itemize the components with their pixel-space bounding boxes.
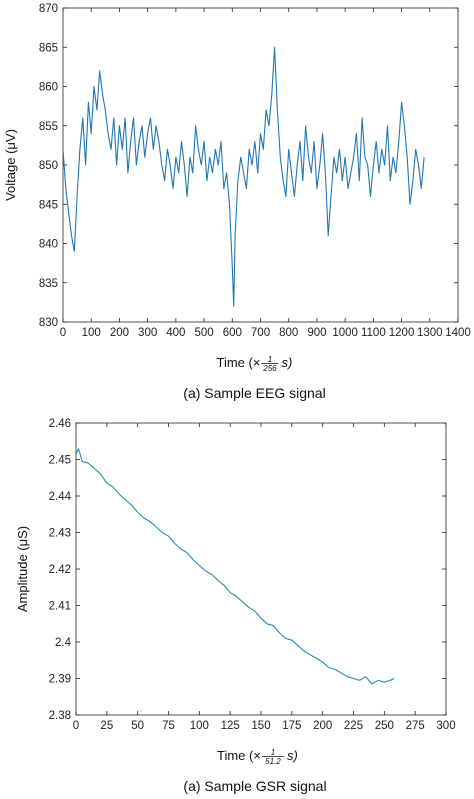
y-tick-label: 840 xyxy=(39,239,58,251)
x-axis-label-prefix: Time (× xyxy=(217,748,261,763)
x-tick-label: 225 xyxy=(344,720,363,732)
x-tick-label: 175 xyxy=(282,720,301,732)
y-tick-label: 2.45 xyxy=(49,455,71,467)
x-tick-label: 125 xyxy=(221,720,240,732)
x-tick-label: 275 xyxy=(406,720,425,732)
x-tick-label: 1100 xyxy=(361,327,386,339)
y-tick-label: 845 xyxy=(39,199,58,211)
x-tick-label: 75 xyxy=(162,720,175,732)
plot-area xyxy=(75,422,447,716)
x-tick-label: 0 xyxy=(73,720,79,732)
y-tick-label: 2.44 xyxy=(49,491,72,503)
y-tick-label: 2.41 xyxy=(49,601,71,613)
y-tick-label: 2.39 xyxy=(49,674,71,686)
x-tick-label: 800 xyxy=(279,327,298,339)
x-tick-label: 200 xyxy=(313,720,332,732)
y-tick-label: 870 xyxy=(39,3,58,15)
x-tick-label: 600 xyxy=(223,327,242,339)
x-axis-label-suffix: s) xyxy=(287,748,298,763)
x-tick-label: 1200 xyxy=(389,327,415,339)
x-axis-label-numerator: 1 xyxy=(271,748,275,757)
x-tick-label: 300 xyxy=(436,720,455,732)
y-tick-label: 830 xyxy=(39,317,58,329)
x-tick-label: 25 xyxy=(100,720,113,732)
x-tick-label: 500 xyxy=(194,327,213,339)
y-tick-label: 2.42 xyxy=(49,564,71,576)
series-line xyxy=(75,448,395,685)
x-axis-label-prefix: Time (× xyxy=(217,355,261,370)
x-tick-label: 700 xyxy=(251,327,270,339)
x-tick-label: 1400 xyxy=(445,327,471,339)
x-axis-label-denominator: 51.2 xyxy=(265,757,281,766)
chart-2: 0 25 50 75 100 125 150 175 200 225 250 275 300 2.38 2.… xyxy=(15,418,456,794)
x-tick-label: 300 xyxy=(138,327,157,339)
x-tick-label: 50 xyxy=(131,720,144,732)
plot-area xyxy=(62,7,459,323)
y-tick-label: 855 xyxy=(39,121,58,133)
figure-caption: (a) Sample EEG signal xyxy=(183,385,325,401)
x-tick-label: 100 xyxy=(82,327,101,339)
figure-caption: (a) Sample GSR signal xyxy=(183,778,326,794)
y-tick-label: 860 xyxy=(39,82,58,94)
x-axis-label-numerator: 1 xyxy=(268,355,272,364)
x-tick-label: 250 xyxy=(375,720,394,732)
x-axis-label-denominator: 256 xyxy=(262,364,277,373)
x-tick-label: 150 xyxy=(251,720,270,732)
y-tick-label: 2.43 xyxy=(49,528,71,540)
x-tick-label: 900 xyxy=(307,327,326,339)
x-axis-label-suffix: s) xyxy=(281,355,292,370)
y-tick-label: 865 xyxy=(39,42,58,54)
chart-1: 0 100 200 300 400 500 600 700 800 900 1000 1100 1200… xyxy=(3,3,471,401)
y-axis-label: Voltage (μV) xyxy=(3,129,18,201)
y-tick-label: 2.4 xyxy=(55,637,72,649)
x-tick-label: 1300 xyxy=(417,327,443,339)
y-tick-label: 835 xyxy=(39,278,58,290)
y-tick-label: 2.38 xyxy=(49,710,71,722)
x-tick-label: 200 xyxy=(110,327,129,339)
y-tick-label: 2.46 xyxy=(49,418,71,430)
x-tick-label: 1000 xyxy=(332,327,358,339)
x-tick-label: 0 xyxy=(60,327,66,339)
y-tick-label: 850 xyxy=(39,160,58,172)
x-axis-label: Time (× 151.2 s) xyxy=(217,748,298,766)
x-tick-label: 400 xyxy=(166,327,185,339)
series-line xyxy=(62,46,425,307)
x-tick-label: 100 xyxy=(190,720,209,732)
y-axis-label: Amplitude (μS) xyxy=(15,526,30,612)
